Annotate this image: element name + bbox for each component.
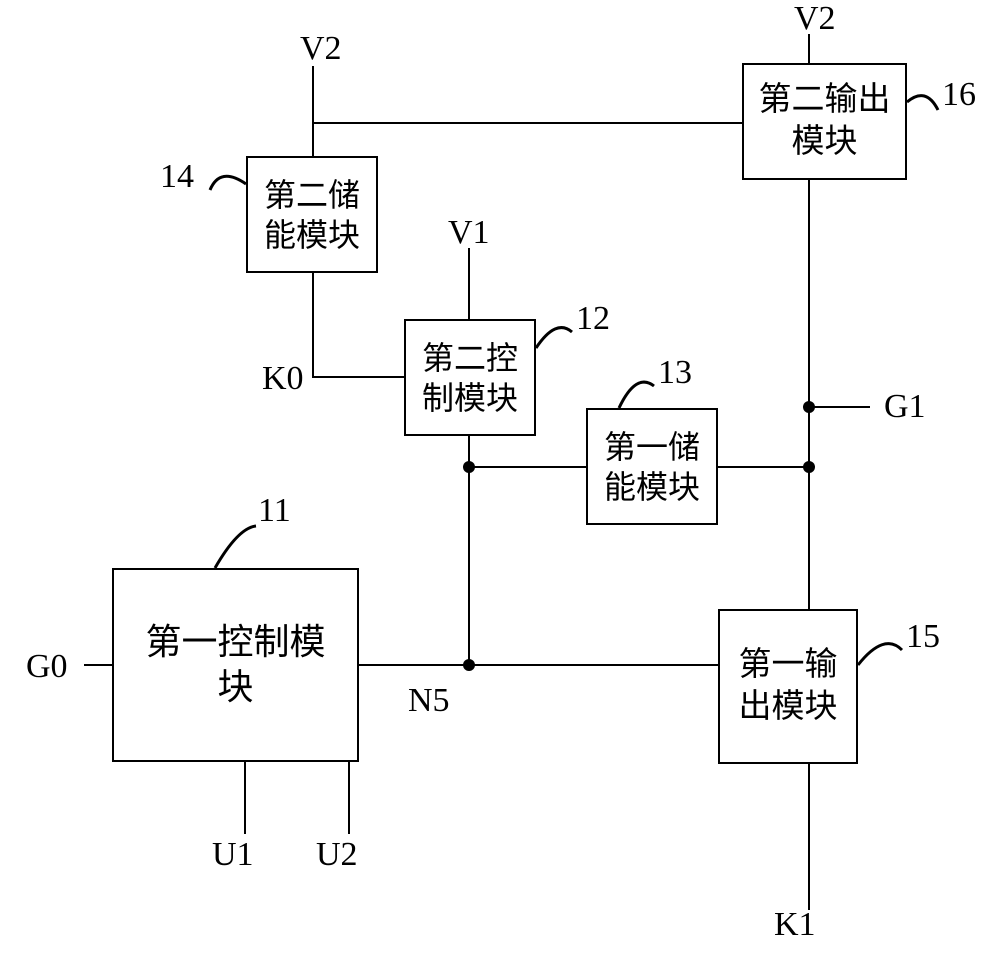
wire (808, 406, 870, 408)
junction-dot (463, 461, 475, 473)
ref-label-13: 13 (658, 354, 692, 392)
ref-label-14: 14 (160, 158, 194, 196)
block-diagram: 第一控制模 块 第二控 制模块 第一储 能模块 第二储 能模块 第一输 出模块 … (0, 0, 1000, 958)
port-label-U2: U2 (316, 836, 358, 874)
block-first-output-module: 第一输 出模块 (718, 609, 858, 764)
wire (808, 180, 810, 609)
port-label-G1: G1 (884, 388, 926, 426)
block-label: 第二储 能模块 (264, 175, 360, 255)
ref-label-11: 11 (258, 492, 291, 530)
wire (808, 764, 810, 910)
block-label: 第一控制模 块 (145, 620, 325, 710)
wire (244, 762, 246, 834)
port-label-V1: V1 (448, 214, 490, 252)
leader-11 (215, 522, 275, 582)
wire (312, 376, 404, 378)
ref-label-15: 15 (906, 618, 940, 656)
port-label-V2-right: V2 (794, 0, 836, 38)
wire (348, 762, 350, 834)
block-label: 第二控 制模块 (422, 338, 518, 418)
leader-15 (858, 632, 913, 677)
block-label: 第一储 能模块 (604, 427, 700, 507)
wire (84, 664, 112, 666)
block-second-output-module: 第二输出 模块 (742, 63, 907, 180)
port-label-K1: K1 (774, 906, 816, 944)
leader-14 (202, 166, 252, 201)
junction-dot (463, 659, 475, 671)
block-first-control-module: 第一控制模 块 (112, 568, 359, 762)
block-label: 第一输 出模块 (739, 645, 838, 728)
port-label-U1: U1 (212, 836, 254, 874)
block-second-storage-module: 第二储 能模块 (246, 156, 378, 273)
block-second-control-module: 第二控 制模块 (404, 319, 536, 436)
port-label-V2-top: V2 (300, 30, 342, 68)
ref-label-16: 16 (942, 76, 976, 114)
junction-dot (803, 401, 815, 413)
wire (312, 66, 314, 156)
wire (312, 122, 742, 124)
block-label: 第二输出 模块 (759, 80, 891, 163)
ref-label-12: 12 (576, 300, 610, 338)
wire (468, 248, 470, 319)
junction-dot (803, 461, 815, 473)
port-label-K0: K0 (262, 360, 304, 398)
wire (468, 466, 586, 468)
wire (312, 273, 314, 377)
wire (808, 34, 810, 63)
port-label-G0: G0 (26, 648, 68, 686)
wire (718, 466, 810, 468)
wire (359, 664, 718, 666)
port-label-N5: N5 (408, 682, 450, 720)
block-first-storage-module: 第一储 能模块 (586, 408, 718, 525)
